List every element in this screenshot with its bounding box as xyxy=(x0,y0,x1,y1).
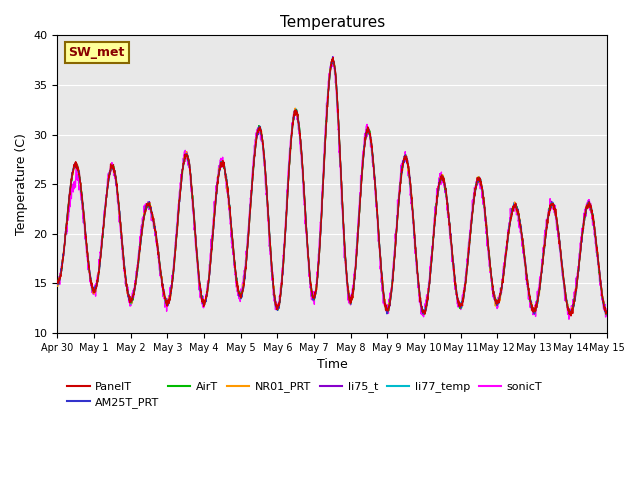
Title: Temperatures: Temperatures xyxy=(280,15,385,30)
Text: SW_met: SW_met xyxy=(68,46,125,59)
Y-axis label: Temperature (C): Temperature (C) xyxy=(15,133,28,235)
Legend: PanelT, AM25T_PRT, AirT, NR01_PRT, li75_t, li77_temp, sonicT: PanelT, AM25T_PRT, AirT, NR01_PRT, li75_… xyxy=(63,377,547,412)
X-axis label: Time: Time xyxy=(317,358,348,371)
